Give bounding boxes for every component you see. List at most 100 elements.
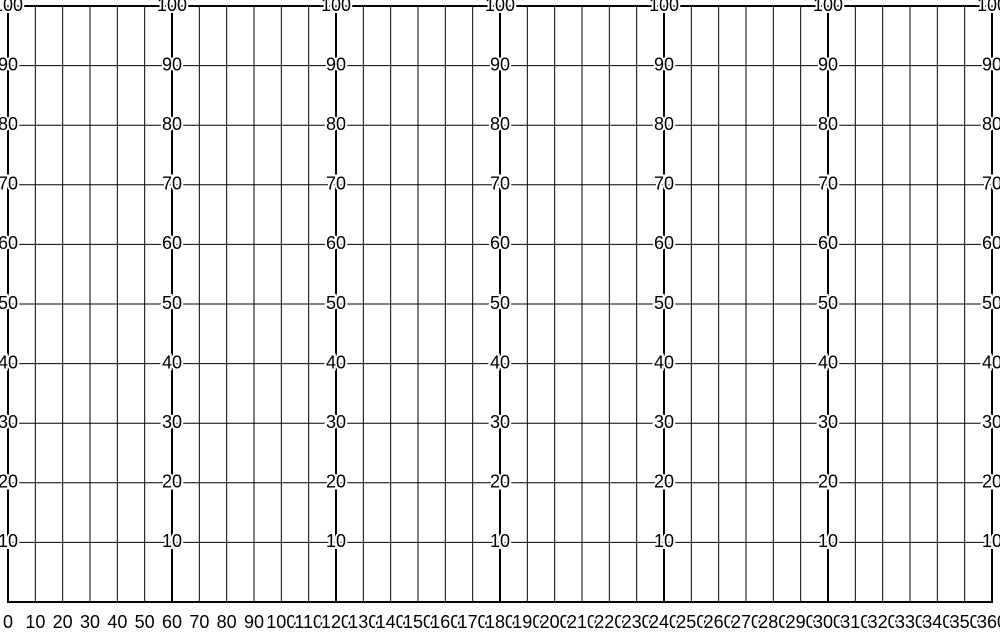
y-tick-label: 10 (982, 531, 1000, 551)
x-tick-label: 140 (376, 612, 406, 632)
y-tick-label: 10 (818, 531, 838, 551)
y-tick-label: 30 (162, 412, 182, 432)
y-tick-label: 30 (654, 412, 674, 432)
x-tick-label: 60 (162, 612, 182, 632)
x-tick-label: 350 (950, 612, 980, 632)
y-tick-label: 20 (818, 472, 838, 492)
y-tick-label: 90 (654, 54, 674, 74)
y-tick-label: 100 (977, 0, 1000, 15)
y-tick-label: 50 (162, 293, 182, 313)
y-tick-label: 40 (0, 352, 18, 372)
y-tick-label: 60 (982, 233, 1000, 253)
y-tick-label: 50 (490, 293, 510, 313)
x-tick-label: 70 (189, 612, 209, 632)
x-tick-label: 200 (540, 612, 570, 632)
y-tick-label: 40 (490, 352, 510, 372)
y-tick-label: 100 (321, 0, 351, 15)
y-tick-label: 60 (326, 233, 346, 253)
y-tick-label: 90 (490, 54, 510, 74)
x-tick-label: 310 (840, 612, 870, 632)
y-tick-label: 80 (982, 114, 1000, 134)
y-tick-label: 20 (326, 472, 346, 492)
y-tick-label: 20 (654, 472, 674, 492)
y-tick-label: 60 (0, 233, 18, 253)
x-tick-label: 10 (25, 612, 45, 632)
x-tick-label: 320 (868, 612, 898, 632)
y-tick-label: 10 (326, 531, 346, 551)
x-tick-label: 30 (80, 612, 100, 632)
y-tick-label: 10 (162, 531, 182, 551)
y-tick-label: 20 (982, 472, 1000, 492)
y-tick-label: 20 (490, 472, 510, 492)
y-tick-label: 80 (654, 114, 674, 134)
y-tick-label: 80 (326, 114, 346, 134)
x-tick-label: 300 (813, 612, 843, 632)
y-tick-label: 50 (326, 293, 346, 313)
x-tick-label: 240 (649, 612, 679, 632)
y-tick-label: 80 (490, 114, 510, 134)
y-tick-label: 10 (0, 531, 18, 551)
x-tick-label: 150 (403, 612, 433, 632)
y-tick-label: 30 (982, 412, 1000, 432)
x-tick-label: 130 (348, 612, 378, 632)
x-tick-label: 210 (567, 612, 597, 632)
y-tick-label: 60 (818, 233, 838, 253)
y-tick-label: 30 (818, 412, 838, 432)
y-tick-label: 70 (326, 174, 346, 194)
y-tick-label: 10 (490, 531, 510, 551)
y-tick-label: 20 (0, 472, 18, 492)
y-tick-label: 70 (490, 174, 510, 194)
y-tick-label: 90 (162, 54, 182, 74)
y-tick-label: 70 (818, 174, 838, 194)
y-tick-label: 90 (982, 54, 1000, 74)
x-tick-label: 180 (485, 612, 515, 632)
grid-chart: 0102030405060708090100110120130140150160… (0, 0, 1000, 636)
y-tick-label: 100 (485, 0, 515, 15)
y-tick-label: 70 (982, 174, 1000, 194)
x-tick-label: 50 (135, 612, 155, 632)
x-tick-label: 90 (244, 612, 264, 632)
x-tick-label: 110 (294, 612, 323, 632)
y-tick-label: 50 (818, 293, 838, 313)
x-tick-label: 100 (266, 612, 296, 632)
x-tick-label: 330 (895, 612, 925, 632)
x-tick-label: 190 (512, 612, 542, 632)
x-tick-label: 360 (977, 612, 1000, 632)
y-tick-label: 90 (818, 54, 838, 74)
x-tick-label: 270 (731, 612, 761, 632)
y-tick-label: 50 (0, 293, 18, 313)
y-tick-label: 70 (0, 174, 18, 194)
x-tick-label: 220 (594, 612, 624, 632)
y-tick-label: 90 (0, 54, 18, 74)
y-tick-label: 50 (982, 293, 1000, 313)
x-tick-label: 230 (622, 612, 652, 632)
x-tick-label: 20 (53, 612, 73, 632)
x-tick-label: 340 (922, 612, 952, 632)
x-tick-label: 290 (786, 612, 816, 632)
y-tick-label: 40 (162, 352, 182, 372)
x-tick-label: 80 (217, 612, 237, 632)
y-tick-label: 40 (326, 352, 346, 372)
y-tick-label: 100 (157, 0, 187, 15)
x-tick-label: 170 (458, 612, 488, 632)
y-tick-label: 40 (982, 352, 1000, 372)
y-tick-label: 80 (0, 114, 18, 134)
y-tick-label: 100 (813, 0, 843, 15)
y-tick-label: 10 (654, 531, 674, 551)
x-tick-label: 160 (430, 612, 460, 632)
y-tick-label: 40 (818, 352, 838, 372)
x-tick-label: 40 (107, 612, 127, 632)
y-tick-label: 30 (0, 412, 18, 432)
x-tick-label: 120 (321, 612, 351, 632)
y-tick-label: 100 (649, 0, 679, 15)
y-tick-label: 70 (162, 174, 182, 194)
y-tick-label: 80 (818, 114, 838, 134)
y-tick-label: 30 (326, 412, 346, 432)
y-tick-label: 100 (0, 0, 23, 15)
y-tick-label: 60 (162, 233, 182, 253)
x-tick-label: 260 (704, 612, 734, 632)
y-tick-label: 70 (654, 174, 674, 194)
y-tick-label: 80 (162, 114, 182, 134)
y-tick-label: 40 (654, 352, 674, 372)
y-tick-label: 30 (490, 412, 510, 432)
